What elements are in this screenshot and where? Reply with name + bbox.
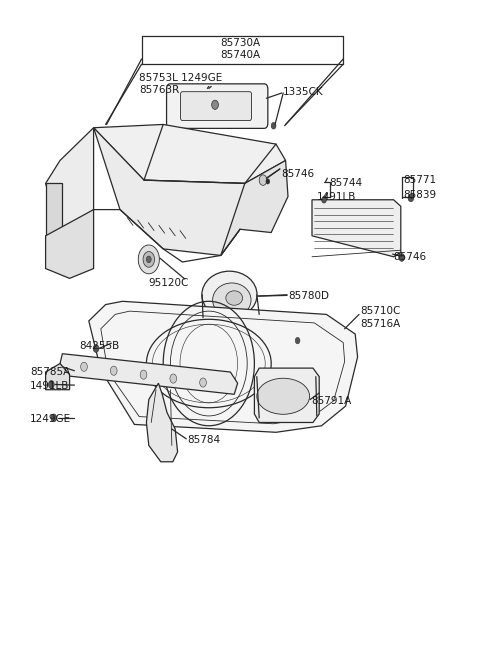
Text: 85753L 1249GE
85763R: 85753L 1249GE 85763R [139, 73, 222, 95]
Circle shape [271, 122, 276, 129]
Text: 85839: 85839 [403, 189, 436, 200]
FancyBboxPatch shape [180, 92, 252, 121]
Polygon shape [312, 200, 401, 257]
Polygon shape [170, 92, 266, 123]
Ellipse shape [257, 379, 310, 414]
Circle shape [295, 337, 300, 344]
Text: 1335CK: 1335CK [283, 86, 324, 97]
Ellipse shape [226, 291, 243, 305]
Polygon shape [254, 368, 319, 422]
Ellipse shape [213, 283, 251, 317]
Text: 1491LB: 1491LB [317, 191, 356, 202]
Text: 85730A
85740A: 85730A 85740A [220, 38, 260, 60]
Circle shape [138, 245, 159, 274]
Text: 95120C: 95120C [149, 278, 189, 288]
Circle shape [408, 194, 414, 202]
Circle shape [212, 100, 218, 109]
Text: 85744: 85744 [329, 178, 362, 189]
Circle shape [81, 362, 87, 371]
Text: 85780D: 85780D [288, 291, 329, 301]
Text: 85710C
85716A: 85710C 85716A [360, 307, 400, 329]
Text: 85791A: 85791A [311, 396, 351, 406]
Polygon shape [89, 301, 358, 432]
Circle shape [322, 196, 326, 203]
Circle shape [399, 253, 405, 261]
Polygon shape [146, 383, 178, 462]
Polygon shape [46, 364, 70, 390]
Polygon shape [46, 128, 94, 236]
Polygon shape [46, 183, 62, 236]
Text: 85784: 85784 [187, 435, 220, 445]
Circle shape [259, 175, 267, 185]
Text: 85785A: 85785A [30, 367, 70, 377]
Circle shape [143, 252, 155, 267]
Circle shape [48, 381, 54, 388]
Circle shape [110, 366, 117, 375]
Text: 85746: 85746 [281, 168, 314, 179]
FancyBboxPatch shape [167, 84, 268, 128]
Circle shape [146, 256, 151, 263]
Polygon shape [94, 128, 245, 255]
Polygon shape [94, 124, 286, 183]
Text: 84255B: 84255B [79, 341, 120, 351]
Circle shape [140, 370, 147, 379]
Ellipse shape [202, 271, 257, 318]
Text: 85746: 85746 [394, 252, 427, 262]
Text: 85771: 85771 [403, 175, 436, 185]
Polygon shape [46, 210, 94, 278]
Polygon shape [180, 111, 259, 120]
Circle shape [93, 345, 99, 352]
Polygon shape [60, 354, 238, 394]
Text: 1491LB: 1491LB [30, 381, 69, 392]
Circle shape [266, 179, 270, 184]
Circle shape [51, 414, 57, 422]
Polygon shape [221, 160, 288, 255]
Text: 1249GE: 1249GE [30, 414, 71, 424]
Circle shape [200, 378, 206, 387]
Circle shape [170, 374, 177, 383]
